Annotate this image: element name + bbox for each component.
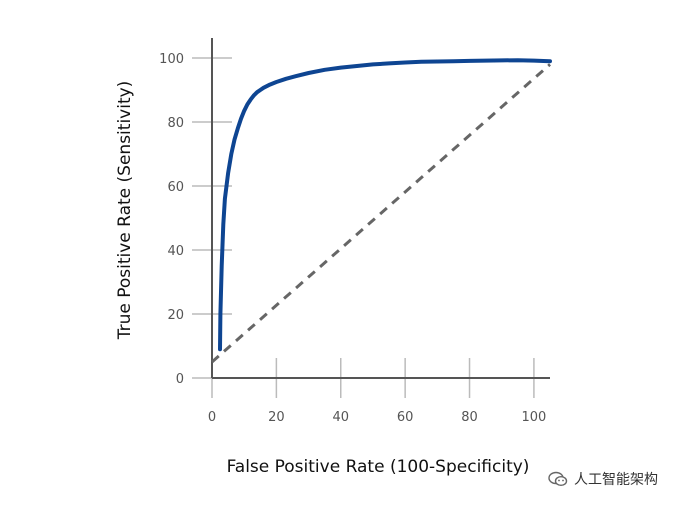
y-tick-label: 100 xyxy=(159,52,184,67)
x-tick-label: 40 xyxy=(332,410,349,425)
x-axis-title: False Positive Rate (100-Specificity) xyxy=(227,457,530,477)
y-tick-label: 40 xyxy=(167,244,184,259)
x-tick-label: 80 xyxy=(461,410,478,425)
roc-curve-line xyxy=(218,58,552,352)
y-tick-label: 0 xyxy=(176,372,184,387)
wechat-icon xyxy=(548,471,568,487)
x-tick-label: 60 xyxy=(397,410,414,425)
watermark-text: 人工智能架构 xyxy=(574,472,658,488)
x-tick-label: 0 xyxy=(208,410,216,425)
x-tick-label: 100 xyxy=(521,410,546,425)
x-tick-label: 20 xyxy=(268,410,285,425)
y-axis-title: True Positive Rate (Sensitivity) xyxy=(115,81,135,341)
chance-diagonal-line xyxy=(211,63,551,364)
y-tick-label: 20 xyxy=(167,308,184,323)
x-ticks: 0 20 40 60 80 100 xyxy=(208,358,546,425)
y-tick-label: 60 xyxy=(167,180,184,195)
y-tick-label: 80 xyxy=(167,116,184,131)
watermark: 人工智能架构 xyxy=(548,469,658,489)
